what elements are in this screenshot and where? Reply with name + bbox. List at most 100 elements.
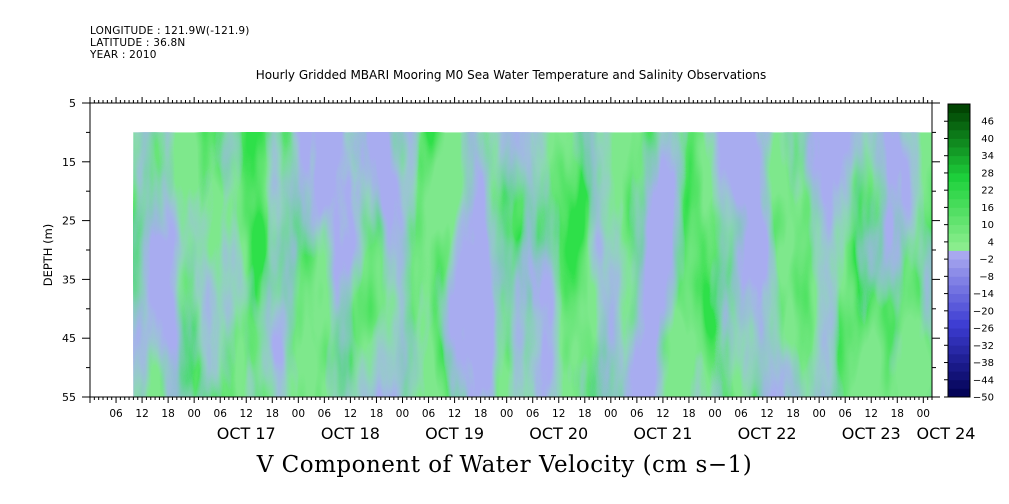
colorbar-cell [948, 129, 970, 139]
x-day-label: OCT 17 [217, 424, 276, 443]
colorbar-cell [948, 259, 970, 269]
x-hour-label: 12 [552, 408, 565, 420]
x-hour-label: 06 [734, 408, 748, 420]
colorbar-cell [948, 104, 970, 114]
x-hour-label: 18 [474, 408, 487, 420]
colorbar-cell [948, 121, 970, 131]
colorbar-cell [948, 302, 970, 312]
colorbar-frame [947, 103, 971, 398]
x-hour-label: 06 [839, 408, 853, 420]
colorbar-cell [948, 207, 970, 217]
colorbar-cell [948, 233, 970, 243]
x-day-label: OCT 22 [738, 424, 797, 443]
colorbar-label: −32 [973, 341, 994, 352]
colorbar-cell [948, 224, 970, 234]
x-hour-label: 18 [891, 408, 904, 420]
x-day-label: OCT 23 [842, 424, 901, 443]
colorbar-label: 40 [981, 134, 994, 145]
x-hour-label: 00 [708, 408, 721, 420]
x-day-label: OCT 18 [321, 424, 380, 443]
colorbar-label: 16 [981, 203, 994, 214]
colorbar-label: −50 [973, 393, 994, 404]
plot-area [133, 132, 932, 397]
colorbar-cell [948, 328, 970, 338]
colorbar-label: −2 [979, 255, 994, 266]
x-day-label: OCT 20 [529, 424, 588, 443]
x-hour-label: 12 [656, 408, 669, 420]
x-hour-label: 18 [266, 408, 279, 420]
colorbar-cell [948, 112, 970, 122]
colorbar-cell [948, 181, 970, 191]
x-day-label: OCT 24 [917, 424, 976, 443]
colorbar-cell [948, 345, 970, 355]
colorbar-label: −26 [973, 324, 994, 335]
colorbar: 46 40 34 28 22 16 10 4 −2 −8 −14 −20 −26 −32 −38 −44 −50 [944, 103, 994, 404]
x-hour-label: 18 [370, 408, 383, 420]
colorbar-cell [948, 371, 970, 381]
colorbar-cell [948, 164, 970, 174]
colorbar-cell [948, 319, 970, 329]
colorbar-cell [948, 310, 970, 320]
y-tick-label: 15 [62, 156, 76, 169]
colorbar-label: −38 [973, 358, 994, 369]
x-hour-label: 06 [214, 408, 228, 420]
x-hour-label: 06 [630, 408, 644, 420]
colorbar-label: 34 [981, 151, 994, 162]
x-hour-label: 00 [396, 408, 409, 420]
x-hour-label: 00 [917, 408, 930, 420]
colorbar-cell [948, 379, 970, 389]
x-hour-label: 00 [812, 408, 825, 420]
colorbar-cell [948, 362, 970, 372]
colorbar-cell [948, 241, 970, 251]
y-tick-label: 35 [62, 273, 76, 286]
colorbar-cell [948, 267, 970, 277]
colorbar-cell [948, 155, 970, 165]
colorbar-cell [948, 216, 970, 226]
x-hour-label: 06 [526, 408, 540, 420]
axes: 5 15 25 35 45 55 06 12 18 00 06 12 18 00 06 12 18 00 06 12 1… [62, 97, 975, 443]
colorbar-label: −14 [973, 289, 994, 300]
x-hour-label: 18 [161, 408, 174, 420]
colorbar-label: −44 [973, 375, 994, 386]
longitude-label: LONGITUDE : 121.9W(-121.9) [90, 25, 250, 37]
x-hour-label: 06 [109, 408, 123, 420]
colorbar-label: −8 [979, 272, 994, 283]
x-hour-label: 00 [500, 408, 513, 420]
y-tick-label: 55 [62, 391, 76, 404]
x-hour-label: 12 [760, 408, 773, 420]
y-tick-label: 5 [69, 97, 76, 110]
colorbar-cell [948, 336, 970, 346]
latitude-label: LATITUDE : 36.8N [90, 37, 186, 49]
x-hour-label: 12 [135, 408, 148, 420]
colorbar-cell [948, 147, 970, 157]
y-tick-label: 45 [62, 332, 76, 345]
x-hour-label: 00 [604, 408, 617, 420]
colorbar-cell [948, 198, 970, 208]
colorbar-cell [948, 250, 970, 260]
x-hour-label: 12 [448, 408, 461, 420]
x-hour-label: 18 [578, 408, 591, 420]
colorbar-label: 4 [988, 237, 994, 248]
x-hour-label: 00 [292, 408, 305, 420]
year-label: YEAR : 2010 [90, 49, 157, 61]
x-hour-label: 18 [682, 408, 695, 420]
velocity-field [133, 132, 932, 397]
colorbar-cell [948, 284, 970, 294]
x-hour-label: 12 [240, 408, 253, 420]
x-hour-label: 18 [786, 408, 799, 420]
colorbar-label: 28 [981, 168, 994, 179]
x-hour-label: 06 [318, 408, 332, 420]
colorbar-cell [948, 190, 970, 200]
y-tick-label: 25 [62, 215, 76, 228]
colorbar-cell [948, 293, 970, 303]
variable-title: V Component of Water Velocity (cm s−1) [256, 452, 753, 478]
colorbar-cell [948, 138, 970, 148]
chart-title: Hourly Gridded MBARI Mooring M0 Sea Wate… [255, 68, 767, 82]
colorbar-cell [948, 172, 970, 182]
colorbar-cell [948, 353, 970, 363]
colorbar-label: 46 [981, 117, 994, 128]
x-hour-label: 06 [422, 408, 436, 420]
colorbar-label: 10 [981, 220, 994, 231]
x-day-label: OCT 19 [425, 424, 484, 443]
